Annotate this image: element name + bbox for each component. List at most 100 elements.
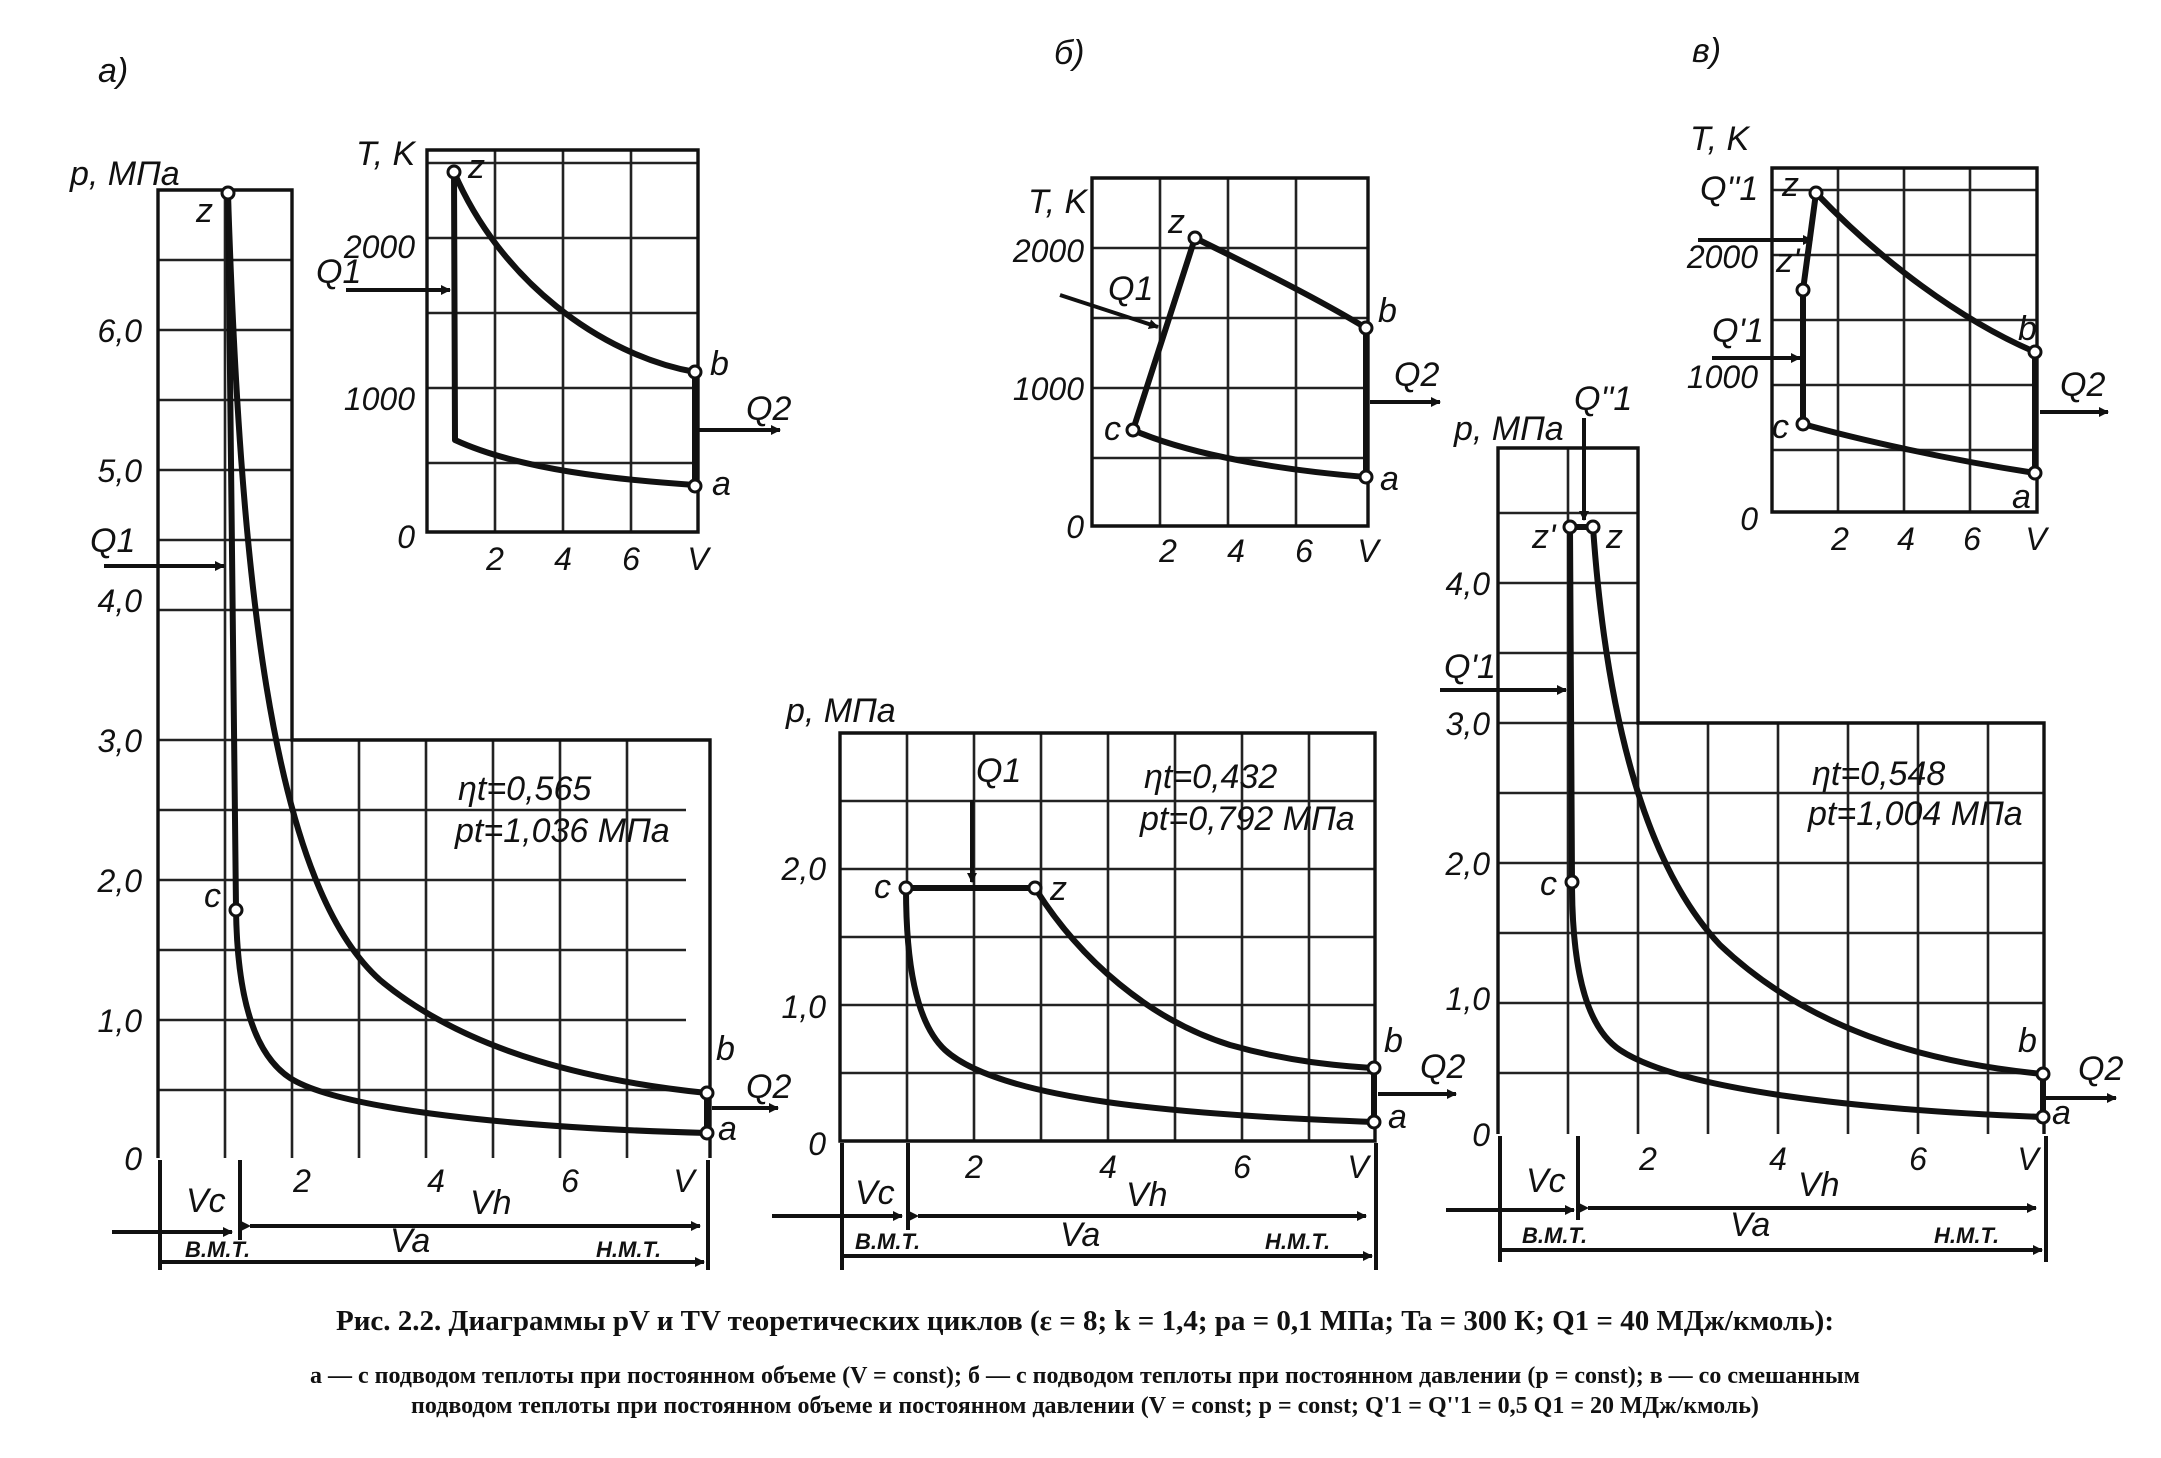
label-z: z — [1049, 870, 1067, 908]
q-p-label: Q'1 — [1444, 648, 1496, 686]
q2-label: Q2 — [2060, 366, 2105, 404]
point-c — [1795, 416, 1811, 432]
q1-label: Q1 — [976, 752, 1021, 790]
q1-arrow — [1059, 293, 1159, 329]
x-tick: 4 — [1897, 521, 1915, 557]
caption-line-1: а — с подводом теплоты при постоянном об… — [310, 1363, 1860, 1389]
x-tick: 2 — [964, 1149, 983, 1185]
y-tick: 2,0 — [97, 863, 143, 899]
point-c — [1564, 874, 1580, 890]
tv-y-label: T, K — [356, 135, 417, 173]
label-z: z — [1781, 166, 1799, 204]
x-tick: 2 — [1158, 533, 1177, 569]
point-b — [1366, 1060, 1382, 1076]
caption-line-2: подводом теплоты при постоянном объеме и… — [411, 1393, 1759, 1419]
point-a — [2035, 1109, 2051, 1125]
point-a — [1358, 469, 1374, 485]
tv-cycle — [451, 169, 698, 488]
x-tick: 4 — [554, 541, 572, 577]
point-b — [699, 1085, 715, 1101]
caption-title: Рис. 2.2. Диаграммы pV и TV теоретически… — [336, 1305, 1834, 1337]
label-c: c — [1540, 865, 1557, 903]
vh-label: Vh — [1126, 1176, 1168, 1214]
x-tick: 2 — [485, 541, 504, 577]
label-b: b — [710, 345, 729, 383]
label-a: a — [1380, 460, 1399, 498]
x-tick: 2 — [1830, 521, 1849, 557]
label-z: z — [195, 192, 213, 230]
y-tick: 1,0 — [1446, 981, 1491, 1017]
q2-label: Q2 — [1394, 356, 1439, 394]
point-b — [1358, 320, 1374, 336]
x-var: V — [2025, 521, 2049, 557]
x-tick: 6 — [1233, 1149, 1251, 1185]
label-c: c — [1772, 408, 1789, 446]
panel-b-pv-expansion — [1032, 885, 1377, 1071]
point-a — [699, 1125, 715, 1141]
eta: ηt=0,548 — [1812, 755, 1945, 793]
caption: Рис. 2.2. Диаграммы pV и TV теоретически… — [310, 1305, 1860, 1419]
y-tick: 6,0 — [98, 313, 143, 349]
y-tick: 0 — [808, 1126, 826, 1162]
label-c: c — [204, 877, 221, 915]
q2-label: Q2 — [2078, 1050, 2123, 1088]
x-tick: 6 — [1963, 521, 1981, 557]
panel-a-pv-grid — [156, 188, 712, 1158]
panel-a-pv-expansion — [225, 192, 710, 1096]
point-a — [2027, 465, 2043, 481]
x-var: V — [2017, 1141, 2041, 1177]
y-tick: 1000 — [1687, 359, 1758, 395]
point-z — [220, 185, 236, 201]
y-tick: 1,0 — [782, 989, 827, 1025]
panel-c-letter: в) — [1692, 32, 1721, 70]
x-var: V — [1357, 533, 1381, 569]
label-c: c — [1104, 410, 1121, 448]
mean-pressure: pt=0,792 МПа — [1139, 800, 1355, 838]
x-var: V — [687, 541, 711, 577]
pv-y-label: p, МПа — [69, 155, 180, 193]
panel-c-pv-compression — [1569, 879, 2046, 1120]
x-tick: 4 — [1769, 1141, 1787, 1177]
panel-c-pv-grid — [1496, 446, 2046, 1134]
label-b: b — [2018, 310, 2037, 348]
x-tick: 4 — [427, 1163, 445, 1199]
vc-label: Vc — [186, 1182, 226, 1220]
panel-c-tv-grid — [1770, 166, 2039, 514]
x-var: V — [673, 1163, 697, 1199]
y-tick: 0 — [397, 519, 415, 555]
q1-label: Q1 — [90, 522, 135, 560]
vh-label: Vh — [470, 1184, 512, 1222]
y-tick: 3,0 — [98, 723, 143, 759]
panel-b-pv-compression — [903, 885, 1377, 1125]
bdc-label: Н.М.Т. — [1265, 1229, 1330, 1254]
y-tick: 0 — [1066, 509, 1084, 545]
va-label: Va — [390, 1222, 430, 1260]
panel-b: б) p, МПа 2,0 1,0 0 2 4 6 V c z b a Q1 Q… — [772, 34, 1465, 1270]
y-tick: 4,0 — [1446, 566, 1491, 602]
point-z — [446, 164, 462, 180]
point-a — [1366, 1114, 1382, 1130]
pv-y-label: p, МПа — [785, 692, 896, 730]
y-tick: 2,0 — [781, 851, 827, 887]
point-c — [228, 902, 244, 918]
panel-b-pv-grid — [838, 731, 1377, 1143]
x-tick: 2 — [1638, 1141, 1657, 1177]
point-z — [1585, 519, 1601, 535]
x-tick: 4 — [1227, 533, 1245, 569]
point-c — [1125, 422, 1141, 438]
point-b — [687, 364, 703, 380]
label-z: z — [467, 148, 485, 186]
label-b: b — [1378, 292, 1397, 330]
point-a — [687, 478, 703, 494]
panel-a-pv-xticks: 2 4 6 V — [292, 1163, 697, 1199]
label-c: c — [874, 868, 891, 906]
q-p-label: Q''1 — [1700, 170, 1758, 208]
panel-a-letter: а) — [98, 52, 128, 90]
eta: ηt=0,565 — [458, 770, 591, 808]
pv-y-label: p, МПа — [1453, 410, 1564, 448]
point-b — [2035, 1066, 2051, 1082]
x-tick: 6 — [1295, 533, 1313, 569]
label-b: b — [716, 1030, 735, 1068]
label-z: z — [1167, 203, 1185, 241]
